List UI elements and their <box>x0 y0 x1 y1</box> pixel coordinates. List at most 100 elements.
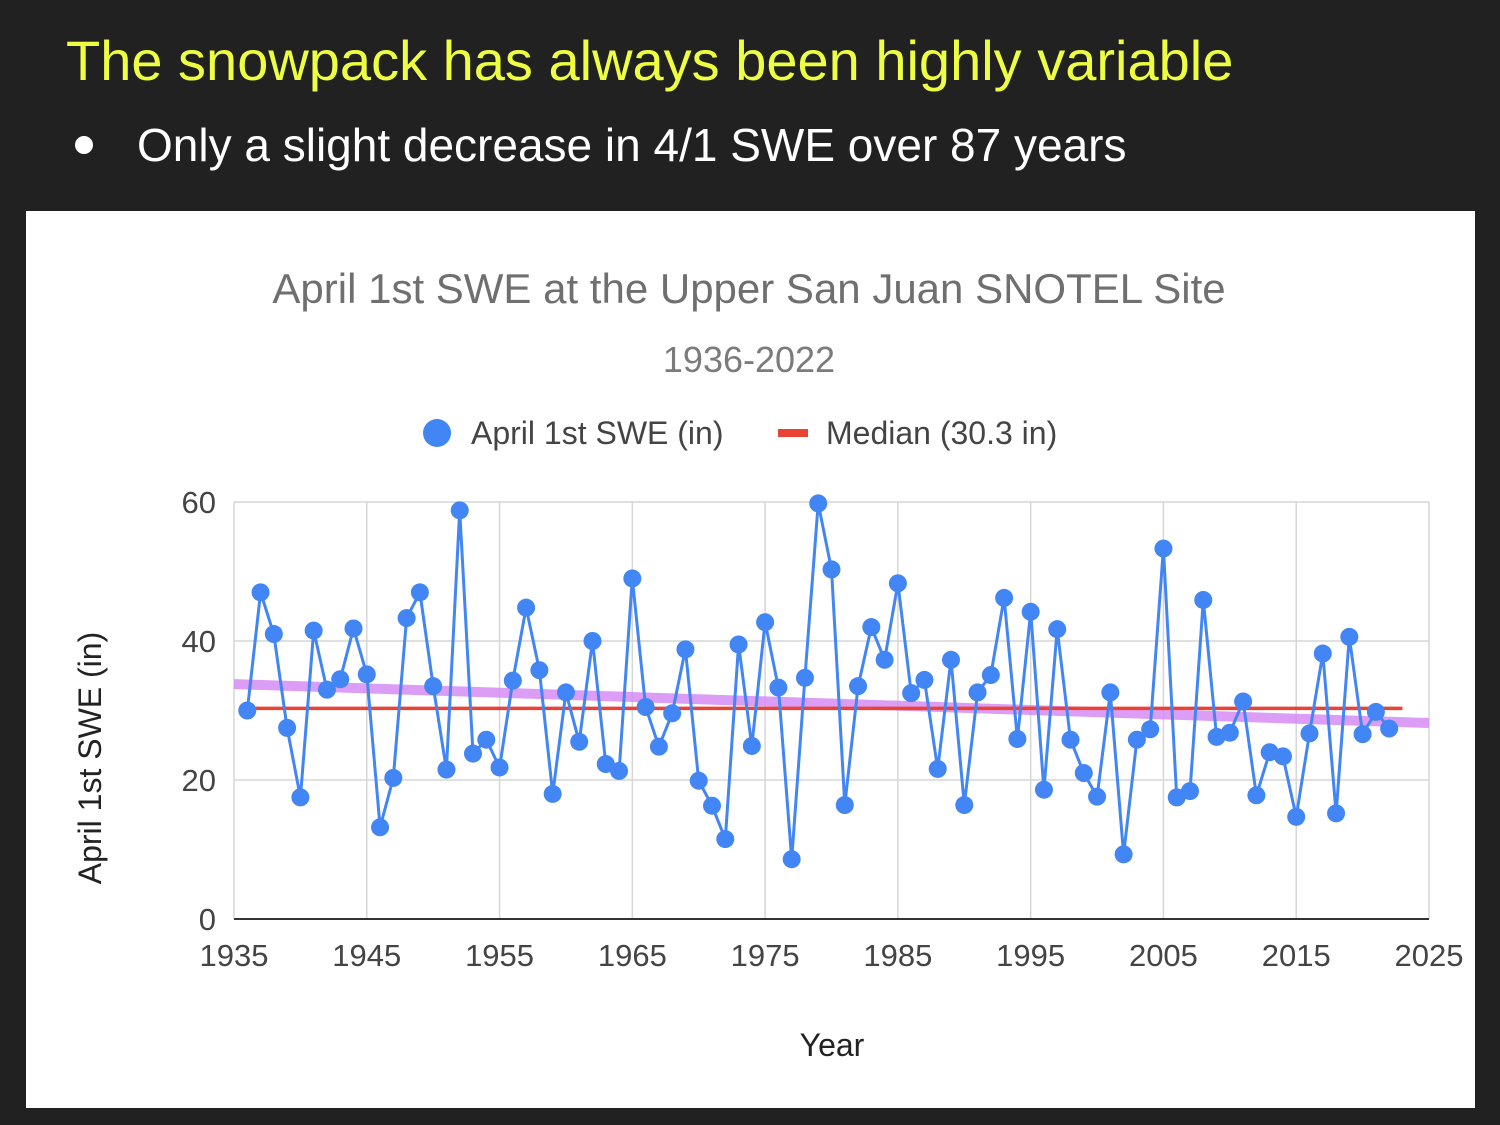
swe-data-point <box>371 818 390 837</box>
swe-data-point <box>703 796 721 815</box>
swe-data-point <box>862 618 881 637</box>
chart-panel: April 1st SWE at the Upper San Juan SNOT… <box>26 211 1475 1108</box>
swe-data-point <box>437 760 456 779</box>
y-tick-label: 60 <box>182 485 216 520</box>
slide-title: The snowpack has always been highly vari… <box>66 29 1234 92</box>
swe-data-point <box>304 621 323 640</box>
x-tick-label: 1945 <box>332 938 401 973</box>
swe-data-point <box>676 640 695 659</box>
swe-data-point <box>570 732 589 751</box>
swe-data-point <box>1141 720 1160 739</box>
swe-data-point <box>344 619 363 638</box>
swe-data-point <box>875 650 894 669</box>
x-tick-label: 2015 <box>1262 938 1331 973</box>
swe-data-point <box>968 683 987 702</box>
swe-data-point <box>849 677 868 696</box>
y-axis-label: April 1st SWE (in) <box>72 632 108 884</box>
x-axis-label: Year <box>800 1027 865 1063</box>
y-tick-label: 20 <box>182 763 216 798</box>
swe-data-point <box>1366 702 1385 721</box>
swe-data-point <box>1154 539 1173 558</box>
legend-swe-marker-icon <box>423 419 451 447</box>
x-tick-label: 1975 <box>731 938 800 973</box>
swe-data-point <box>888 574 907 593</box>
legend-median-marker-icon <box>778 429 808 437</box>
swe-data-point <box>902 684 921 703</box>
swe-data-point <box>517 598 536 617</box>
swe-data-point <box>1088 787 1107 806</box>
swe-data-point <box>981 666 1000 685</box>
y-tick-label: 40 <box>182 624 216 659</box>
swe-data-point <box>1061 730 1080 749</box>
swe-data-point <box>450 501 469 520</box>
tick-label-layer: 1935 1945 1955 1965 1975 1985 1995 2005 2015 2025… <box>182 485 1464 973</box>
swe-data-point <box>317 680 336 699</box>
y-tick-label: 0 <box>199 902 216 937</box>
swe-data-point <box>663 704 682 723</box>
x-tick-label: 1935 <box>200 938 269 973</box>
swe-data-point <box>556 683 575 702</box>
swe-data-point <box>331 670 350 689</box>
swe-data-point <box>928 759 947 778</box>
swe-data-point <box>291 788 310 807</box>
swe-data-point <box>424 677 443 696</box>
swe-data-point <box>1273 747 1292 766</box>
chart-subtitle: 1936-2022 <box>663 339 835 380</box>
swe-data-point <box>410 583 429 602</box>
swe-data-point <box>1247 786 1266 805</box>
swe-data-point <box>1194 590 1213 609</box>
swe-data-point <box>716 830 735 849</box>
swe-data-point <box>822 560 841 579</box>
swe-data-point <box>1127 730 1146 749</box>
swe-data-point <box>1101 683 1120 702</box>
swe-data-point <box>596 755 615 774</box>
swe-data-point <box>503 671 522 690</box>
swe-data-point <box>264 625 283 644</box>
x-tick-label: 1985 <box>863 938 932 973</box>
x-tick-label: 1965 <box>598 938 667 973</box>
swe-data-point <box>530 661 549 680</box>
swe-data-point <box>942 650 960 669</box>
legend-swe-label: April 1st SWE (in) <box>471 415 723 451</box>
swe-data-point <box>543 784 562 803</box>
swe-data-point <box>1008 729 1027 748</box>
swe-data-point <box>1234 692 1253 711</box>
swe-data-point <box>782 850 801 869</box>
swe-data-point <box>490 758 509 777</box>
swe-data-point <box>915 670 934 689</box>
swe-data-point <box>477 730 496 749</box>
chart-legend: April 1st SWE (in) Median (30.3 in) <box>423 415 1057 451</box>
bullet-item: Only a slight decrease in 4/1 SWE over 8… <box>75 118 1126 172</box>
swe-data-point <box>251 583 270 602</box>
swe-data-point <box>1287 807 1306 826</box>
swe-data-point <box>1021 602 1040 621</box>
swe-data-point <box>384 768 403 787</box>
swe-data-point <box>795 668 814 687</box>
swe-data-point <box>835 796 854 815</box>
x-tick-label: 1995 <box>996 938 1065 973</box>
swe-data-point <box>397 609 416 628</box>
swe-data-point <box>955 796 974 815</box>
swe-data-point <box>238 701 257 720</box>
swe-data-point <box>583 632 602 650</box>
swe-data-point <box>1380 719 1399 738</box>
swe-data-point <box>1313 644 1332 663</box>
swe-data-point <box>357 665 376 684</box>
x-tick-label: 2005 <box>1129 938 1198 973</box>
swe-data-point <box>278 718 297 737</box>
swe-data-point <box>636 698 655 717</box>
swe-data-point <box>1181 782 1199 801</box>
swe-data-point <box>1074 764 1093 783</box>
swe-series-layer <box>238 494 1399 869</box>
legend-median-label: Median (30.3 in) <box>826 415 1057 451</box>
swe-data-point <box>649 737 668 756</box>
swe-data-point <box>464 744 482 763</box>
swe-series-line <box>245 501 1391 861</box>
x-tick-label: 2025 <box>1395 938 1464 973</box>
chart-svg: April 1st SWE at the Upper San Juan SNOT… <box>72 265 1464 1063</box>
swe-data-point <box>689 771 708 790</box>
swe-data-point <box>769 678 788 697</box>
swe-data-point <box>1034 780 1053 799</box>
swe-data-point <box>729 635 748 654</box>
swe-data-point <box>610 761 629 780</box>
